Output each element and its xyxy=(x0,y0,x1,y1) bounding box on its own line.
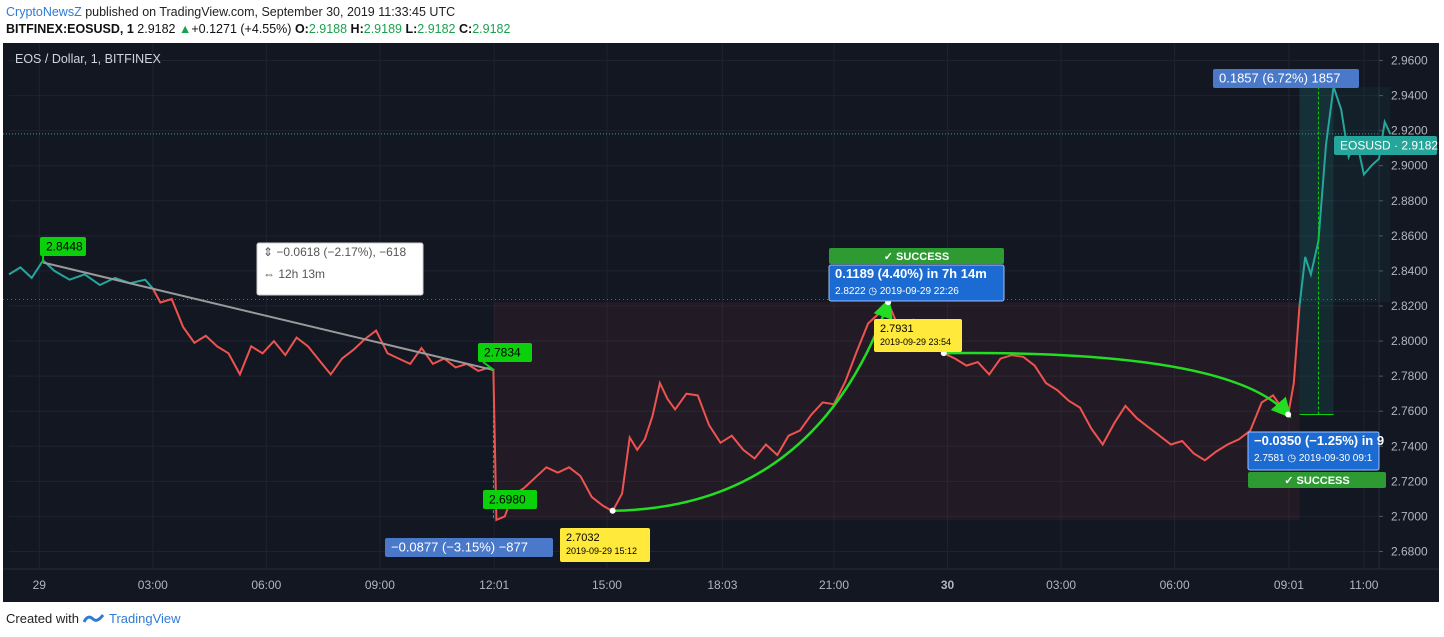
y-tick-label: 2.7000 xyxy=(1391,509,1428,523)
x-tick-label: 29 xyxy=(33,578,47,592)
price-chart[interactable]: 2.9600 2.9400 2.9200 2.9000 2.8800 2.8600 2.84… xyxy=(3,43,1439,602)
symbol-name: BITFINEX:EOSUSD, 1 xyxy=(6,22,134,36)
close-label: C: xyxy=(459,22,473,36)
label-2-7834 xyxy=(478,343,532,362)
low-value: 2.9182 xyxy=(417,22,456,36)
price-series-2 xyxy=(1298,86,1392,307)
mid-price-label-text-0: 2.7931 xyxy=(880,323,914,335)
top-range-box xyxy=(1213,69,1359,88)
success-banner-1 xyxy=(829,248,1004,264)
y-tick-label: 2.7400 xyxy=(1391,439,1428,453)
y-tick-label: 2.8800 xyxy=(1391,194,1428,208)
success-banner-2 xyxy=(1248,472,1386,488)
published-text: published on TradingView.com, September … xyxy=(85,5,456,19)
low-price-label-text-1: 2019-09-29 15:12 xyxy=(566,546,637,556)
y-tick-label: 2.8200 xyxy=(1391,299,1428,313)
y-tick-label: 2.7600 xyxy=(1391,404,1428,418)
x-tick-label: 09:00 xyxy=(365,578,395,592)
drop-box-text-0: −0.0877 (−3.15%) −877 xyxy=(391,540,528,555)
anchor-dot xyxy=(609,507,616,514)
price-series-1 xyxy=(151,288,1301,522)
x-tick-label: 06:00 xyxy=(1160,578,1190,592)
label-2-6980-text-0: 2.6980 xyxy=(489,493,526,507)
low-label: L: xyxy=(405,22,418,36)
symbol-info-bar: BITFINEX:EOSUSD, 1 2.9182 ▲+0.1271 (+4.5… xyxy=(6,22,510,36)
mid-price-label-text-1: 2019-09-29 23:54 xyxy=(880,337,951,347)
x-tick-label: 03:00 xyxy=(1046,578,1076,592)
chart-title: EOS / Dollar, 1, BITFINEX xyxy=(15,52,162,66)
y-tick-label: 2.9600 xyxy=(1391,54,1428,68)
measure-box-text-0: ⇕ −0.0618 (−2.17%), −618 xyxy=(263,245,406,259)
y-tick-label: 2.7200 xyxy=(1391,474,1428,488)
anchor-dot xyxy=(1285,411,1292,418)
gain-box-1-text-1: 2.8222 ◷ 2019-09-29 22:26 xyxy=(835,286,959,297)
chart-background xyxy=(3,43,1439,602)
open-value: 2.9188 xyxy=(308,22,348,36)
label-2-7834-pointer xyxy=(482,361,495,371)
y-tick-label: 2.9200 xyxy=(1391,124,1428,138)
last-price: 2.9182 xyxy=(137,22,176,36)
low-price-label-text-0: 2.7032 xyxy=(566,532,600,544)
gain-box-1-text-0: 0.1189 (4.40%) in 7h 14m xyxy=(835,266,987,281)
x-tick-label: 09:01 xyxy=(1274,578,1304,592)
label-2-6980 xyxy=(483,490,537,509)
measure-box-text-1: ⇔ 12h 13m xyxy=(263,267,325,281)
label-2-7834-text-0: 2.7834 xyxy=(484,346,521,360)
loss-box-2-text-0: −0.0350 (−1.25%) in 9 xyxy=(1254,433,1384,448)
y-tick-label: 2.8400 xyxy=(1391,264,1428,278)
x-tick-label: 11:00 xyxy=(1349,578,1378,592)
y-tick-label: 2.8600 xyxy=(1391,229,1428,243)
up-arrow-icon: ▲ xyxy=(179,22,192,36)
high-label: H: xyxy=(350,22,364,36)
trend-arrow-down xyxy=(943,351,1292,419)
label-2-8448 xyxy=(40,237,86,256)
chart-svg[interactable]: 2.9600 2.9400 2.9200 2.9000 2.8800 2.8600 2.84… xyxy=(3,43,1439,602)
y-tick-label: 2.9400 xyxy=(1391,89,1428,103)
tradingview-brand[interactable]: TradingView xyxy=(108,611,181,626)
tradingview-logo-icon xyxy=(82,613,105,623)
loss-box-2-text-1: 2.7581 ◷ 2019-09-30 09:1 xyxy=(1254,453,1373,464)
x-tick-label: 30 xyxy=(941,578,955,592)
x-tick-label: 21:00 xyxy=(819,578,849,592)
publish-info: CryptoNewsZ published on TradingView.com… xyxy=(6,5,455,19)
x-tick-label: 03:00 xyxy=(138,578,168,592)
y-tick-label: 2.8000 xyxy=(1391,334,1428,348)
x-tick-label: 12:01 xyxy=(479,578,509,592)
y-tick-label: 2.6800 xyxy=(1391,544,1428,558)
last-price-tag-text-0: EOSUSD · 2.9182 xyxy=(1340,139,1438,153)
price-change: +0.1271 (+4.55%) xyxy=(191,22,292,36)
trend-arrow-up xyxy=(612,297,893,513)
x-tick-label: 18:03 xyxy=(707,578,737,592)
top-range-box-text-0: 0.1857 (6.72%) 1857 xyxy=(1219,71,1340,86)
low-price-label xyxy=(560,528,650,562)
close-value: 2.9182 xyxy=(472,22,511,36)
mid-price-label xyxy=(874,319,962,352)
loss-box-2 xyxy=(1247,431,1380,471)
success-banner-2-text-0: ✓ SUCCESS xyxy=(1284,475,1349,487)
y-tick-label: 2.9000 xyxy=(1391,159,1428,173)
drop-box xyxy=(385,538,553,557)
label-2-8448-text-0: 2.8448 xyxy=(46,240,83,254)
success-banner-1-text-0: ✓ SUCCESS xyxy=(884,251,949,263)
gain-box-1 xyxy=(828,264,1005,302)
measure-box xyxy=(256,242,424,296)
publisher-name[interactable]: CryptoNewsZ xyxy=(6,5,82,19)
open-label: O: xyxy=(294,22,309,36)
high-value: 2.9189 xyxy=(363,22,402,36)
x-tick-label: 06:00 xyxy=(251,578,281,592)
created-with-text: Created with xyxy=(6,611,79,626)
y-tick-label: 2.7800 xyxy=(1391,369,1428,383)
footer: Created with TradingView xyxy=(6,611,181,626)
price-series-0 xyxy=(8,258,154,290)
range-shade-up-wide xyxy=(1299,86,1391,303)
x-tick-label: 15:00 xyxy=(592,578,622,592)
gray-trend-line xyxy=(42,261,495,372)
last-price-tag xyxy=(1334,136,1437,155)
